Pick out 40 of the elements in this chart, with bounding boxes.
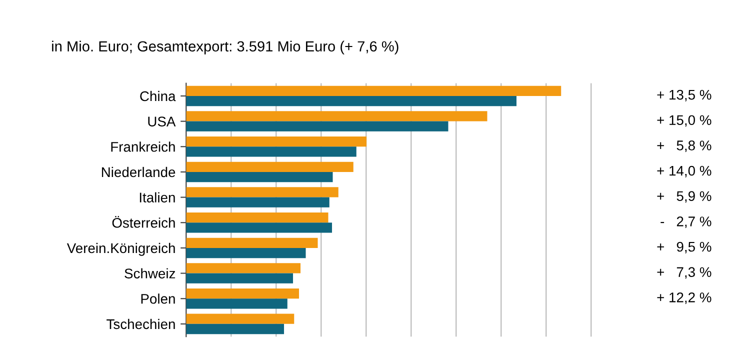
- bar: [186, 248, 306, 258]
- bar: [186, 314, 294, 324]
- bar: [186, 263, 301, 274]
- y-tick-label: USA: [148, 116, 176, 126]
- bar: [186, 298, 288, 309]
- y-tick-label: Verein.Königreich: [66, 242, 175, 256]
- text: + 14,0 %: [657, 166, 712, 178]
- bar: [186, 238, 318, 248]
- text: - 2,7 %: [660, 216, 712, 228]
- bar: [186, 136, 367, 147]
- bar: [186, 121, 448, 132]
- y-tick-label: Schweiz: [124, 268, 176, 278]
- y-tick-label: Polen: [141, 294, 175, 304]
- bar: [186, 212, 328, 223]
- bar: [186, 273, 294, 284]
- bar: [186, 222, 332, 233]
- y-tick-label: Österreich: [112, 216, 175, 228]
- y-tick-label: Tschechien: [106, 318, 175, 330]
- bar: [186, 96, 516, 106]
- bar: [186, 288, 300, 299]
- chart-subtitle: in Mio. Euro; Gesamtexport: 3.591 Mio Euro (+ 7,6 %): [52, 40, 398, 54]
- text: + 15,0 %: [657, 115, 712, 127]
- y-tick-label: Frankreich: [111, 142, 175, 152]
- y-tick-label: Italien: [140, 192, 175, 202]
- bar: [186, 324, 284, 334]
- y-tick-label: Niederlande: [102, 166, 176, 178]
- bar: [186, 172, 333, 182]
- text: + 13,5 %: [657, 90, 712, 102]
- text: + 12,2 %: [657, 292, 712, 304]
- bar: [186, 197, 330, 208]
- text: + 7,3 %: [657, 267, 712, 279]
- bar: [186, 86, 562, 96]
- bar: [186, 187, 338, 198]
- text: + 5,8 %: [657, 140, 712, 152]
- bar: [186, 146, 356, 157]
- bar: [186, 162, 354, 172]
- text: + 9,5 %: [657, 242, 712, 254]
- y-tick-label: China: [140, 90, 176, 102]
- text: + 5,9 %: [657, 191, 712, 203]
- bar: [186, 111, 488, 122]
